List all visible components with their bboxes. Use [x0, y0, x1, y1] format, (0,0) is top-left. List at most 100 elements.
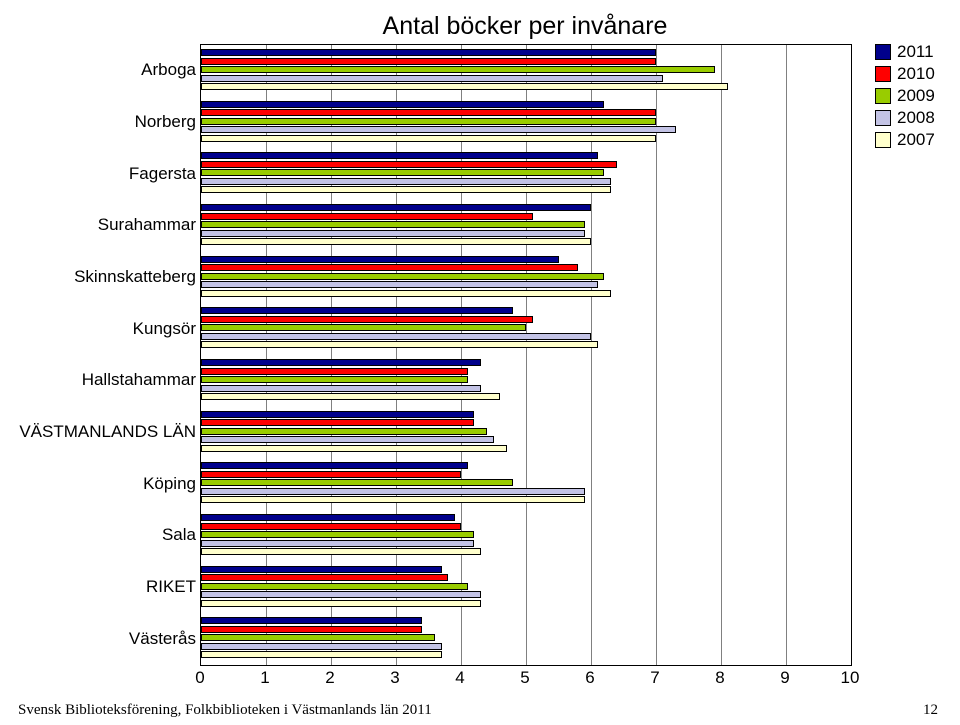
x-tick-label: 6 [585, 668, 594, 688]
bar [201, 66, 715, 73]
bar [201, 651, 442, 658]
bar [201, 540, 474, 547]
x-tick-label: 9 [780, 668, 789, 688]
grid-line [786, 45, 787, 665]
grid-line [721, 45, 722, 665]
bar [201, 152, 598, 159]
bar [201, 411, 474, 418]
grid-line [656, 45, 657, 665]
legend-swatch [875, 110, 891, 126]
bar [201, 643, 442, 650]
bar [201, 368, 468, 375]
bar [201, 548, 481, 555]
bar [201, 617, 422, 624]
bar [201, 83, 728, 90]
y-axis-labels: Arboga Norberg Fagersta Surahammar Skinnskat… [0, 44, 196, 664]
bar [201, 600, 481, 607]
x-tick-label: 1 [260, 668, 269, 688]
bar [201, 230, 585, 237]
category-label: Köping [143, 474, 196, 494]
bar [201, 290, 611, 297]
x-tick-label: 0 [195, 668, 204, 688]
legend: 20112010200920082007 [875, 42, 935, 152]
x-tick-label: 8 [715, 668, 724, 688]
x-tick-label: 4 [455, 668, 464, 688]
bar [201, 566, 442, 573]
bar [201, 574, 448, 581]
legend-label: 2008 [897, 108, 935, 128]
bar [201, 204, 591, 211]
bar [201, 591, 481, 598]
bar [201, 281, 598, 288]
bar [201, 161, 617, 168]
bar [201, 169, 604, 176]
bar [201, 109, 656, 116]
plot-area [200, 44, 852, 666]
bar [201, 341, 598, 348]
legend-swatch [875, 66, 891, 82]
legend-label: 2007 [897, 130, 935, 150]
category-label: Kungsör [133, 319, 196, 339]
bar [201, 359, 481, 366]
bar [201, 58, 656, 65]
bar [201, 428, 487, 435]
bar [201, 178, 611, 185]
bar [201, 221, 585, 228]
legend-label: 2009 [897, 86, 935, 106]
bar [201, 514, 455, 521]
bar [201, 256, 559, 263]
legend-item: 2011 [875, 42, 935, 62]
bar [201, 49, 656, 56]
bar [201, 626, 422, 633]
bar [201, 324, 526, 331]
bar [201, 333, 591, 340]
bar [201, 186, 611, 193]
legend-swatch [875, 132, 891, 148]
legend-item: 2008 [875, 108, 935, 128]
bar [201, 436, 494, 443]
bar [201, 118, 656, 125]
bar [201, 419, 474, 426]
category-label: Fagersta [129, 164, 196, 184]
footer-text: Svensk Biblioteksförening, Folkbibliotek… [18, 702, 432, 719]
bar [201, 583, 468, 590]
footer-page-number: 12 [923, 702, 938, 719]
category-label: Skinnskatteberg [74, 267, 196, 287]
bar [201, 496, 585, 503]
bar [201, 376, 468, 383]
x-tick-label: 3 [390, 668, 399, 688]
x-axis-labels: 012345678910 [200, 668, 850, 692]
bar [201, 75, 663, 82]
legend-swatch [875, 88, 891, 104]
bar [201, 213, 533, 220]
page: Antal böcker per invånare 20112010200920… [0, 0, 960, 725]
bar [201, 264, 578, 271]
bar [201, 479, 513, 486]
bar [201, 385, 481, 392]
bar [201, 445, 507, 452]
bar [201, 307, 513, 314]
bar [201, 393, 500, 400]
bar [201, 101, 604, 108]
category-label: Arboga [141, 60, 196, 80]
bar [201, 634, 435, 641]
bar [201, 273, 604, 280]
x-tick-label: 7 [650, 668, 659, 688]
bar [201, 316, 533, 323]
x-tick-label: 2 [325, 668, 334, 688]
legend-item: 2010 [875, 64, 935, 84]
category-label: Västerås [129, 629, 196, 649]
bar [201, 488, 585, 495]
bar [201, 462, 468, 469]
bar [201, 531, 474, 538]
category-label: Surahammar [98, 215, 196, 235]
bar [201, 238, 591, 245]
legend-swatch [875, 44, 891, 60]
chart-title: Antal böcker per invånare [200, 12, 850, 41]
category-label: Hallstahammar [82, 370, 196, 390]
category-label: RIKET [146, 577, 196, 597]
legend-item: 2009 [875, 86, 935, 106]
category-label: Norberg [135, 112, 196, 132]
x-tick-label: 10 [841, 668, 860, 688]
bar [201, 471, 461, 478]
